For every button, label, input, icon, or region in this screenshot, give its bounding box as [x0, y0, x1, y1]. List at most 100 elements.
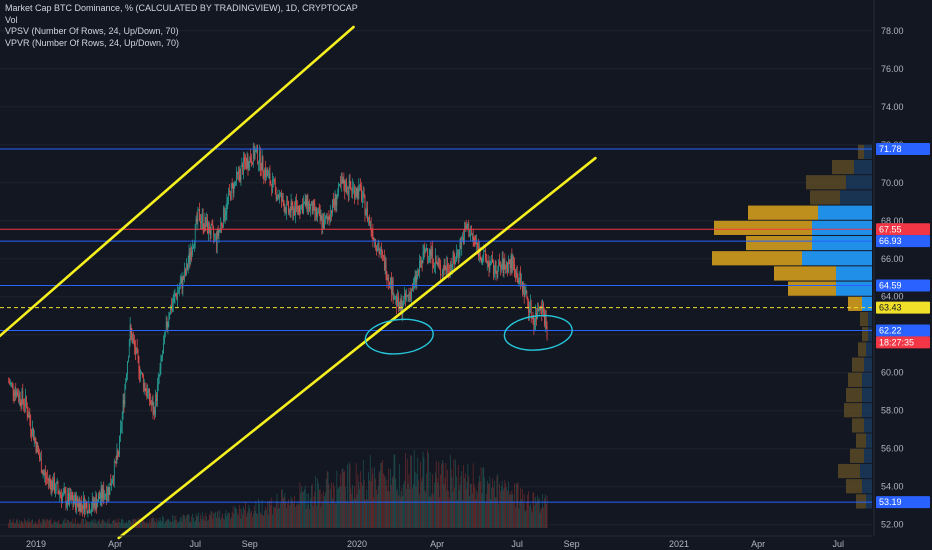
volume-bar — [92, 522, 94, 528]
candle-body — [457, 252, 458, 254]
candle-body — [387, 278, 389, 281]
candle-body — [162, 353, 163, 358]
volume-bar — [519, 502, 521, 528]
profile-up — [858, 144, 864, 159]
candle-body — [358, 186, 360, 199]
volume-bar — [285, 502, 287, 528]
volume-bar — [371, 467, 373, 528]
candle-body — [449, 264, 451, 274]
volume-bar — [328, 483, 330, 528]
candle-body — [544, 316, 546, 325]
volume-bar — [353, 498, 354, 528]
annotations[interactable] — [364, 312, 574, 357]
volume-bar — [507, 490, 508, 528]
volume-bar — [242, 514, 244, 528]
volume-bar — [128, 520, 130, 528]
volume-bar — [448, 490, 449, 528]
volume-bar — [196, 516, 198, 528]
candle-body — [316, 208, 317, 217]
time-axis[interactable]: 2019 Apr Jul Sep 2020 Apr Jul Sep 2021 Apr Jul — [0, 535, 872, 549]
candle-body — [445, 269, 447, 271]
candle-body — [526, 290, 528, 299]
candle-body — [232, 184, 234, 194]
volume-bar — [339, 473, 341, 528]
candle-body — [403, 298, 404, 307]
volume-bar — [206, 516, 207, 528]
candle-body — [270, 183, 272, 185]
volume-bar — [129, 520, 131, 528]
volume-bar — [426, 473, 427, 528]
candle-body — [148, 389, 149, 392]
volume-bar — [24, 518, 25, 528]
volume-bar — [226, 516, 228, 528]
volume-bar — [512, 494, 514, 528]
candle-body — [371, 230, 373, 233]
volume-bar — [423, 457, 425, 528]
candle-body — [318, 210, 319, 213]
countdown-badge: 18:27:35 — [879, 337, 914, 347]
volume-bar — [240, 518, 242, 528]
volume-bar — [84, 518, 86, 528]
volume-bar — [346, 500, 347, 528]
candle-body — [100, 488, 102, 499]
candle-body — [55, 482, 57, 491]
legend-volume[interactable]: Vol — [5, 14, 18, 25]
volume-bar — [480, 467, 482, 528]
legend-title[interactable]: Market Cap BTC Dominance, % (CALCULATED … — [5, 3, 358, 13]
volume-bar — [257, 513, 259, 528]
candle-body — [174, 294, 176, 297]
volume-bar — [236, 508, 237, 528]
candle-body — [303, 202, 305, 204]
price-axis[interactable]: 78.0076.0074.0072.0070.0068.0066.0064.00… — [873, 0, 932, 550]
candle-body — [242, 164, 244, 175]
volume-bar — [36, 524, 38, 528]
level-badge: 64.59 — [879, 281, 902, 291]
profile-up — [852, 357, 864, 372]
volume-bar — [529, 505, 530, 528]
trend-channel[interactable] — [0, 25, 597, 540]
volume-bar — [298, 504, 300, 528]
volume-bar — [51, 523, 53, 528]
candle-body — [190, 251, 192, 259]
volume-bar — [25, 520, 26, 528]
volume-bar — [53, 522, 54, 528]
volume-bar — [537, 499, 539, 528]
volume-bar — [378, 472, 380, 528]
volume-bar — [462, 499, 463, 528]
candle-body — [76, 496, 77, 510]
candle-body — [276, 196, 278, 199]
candle-body — [532, 317, 534, 320]
volume-bar — [239, 509, 241, 528]
volume-bar — [400, 491, 402, 528]
candle-body — [153, 409, 155, 414]
candle-body — [483, 250, 485, 259]
volume-bar — [149, 522, 151, 528]
volume-bar — [382, 459, 383, 528]
volume-bar — [307, 504, 309, 528]
candle-body — [119, 435, 120, 455]
volume-bar — [511, 490, 513, 528]
candle-body — [375, 239, 376, 247]
volume-bar — [381, 462, 383, 528]
candle-body — [187, 262, 189, 269]
candle-body — [87, 512, 89, 514]
profile-down — [864, 448, 872, 463]
legend-vpvr[interactable]: VPVR (Number Of Rows, 24, Up/Down, 70) — [5, 37, 180, 48]
volume-bar — [501, 480, 503, 528]
candle-body — [64, 490, 66, 493]
candle-body — [429, 250, 431, 256]
legend-vpsv[interactable]: VPSV (Number Of Rows, 24, Up/Down, 70) — [5, 26, 179, 36]
volume-bar — [499, 483, 500, 528]
candle-body — [236, 171, 237, 182]
candle-body — [294, 208, 295, 215]
volume-bar — [304, 485, 306, 528]
volume-bar — [121, 519, 123, 528]
candle-body — [442, 269, 443, 276]
volume-bar — [486, 480, 488, 528]
price-axis-bg — [874, 0, 932, 550]
volume-bar — [445, 463, 447, 528]
candle-body — [343, 178, 345, 188]
candle-body — [355, 194, 357, 196]
volume-bar — [251, 510, 252, 528]
